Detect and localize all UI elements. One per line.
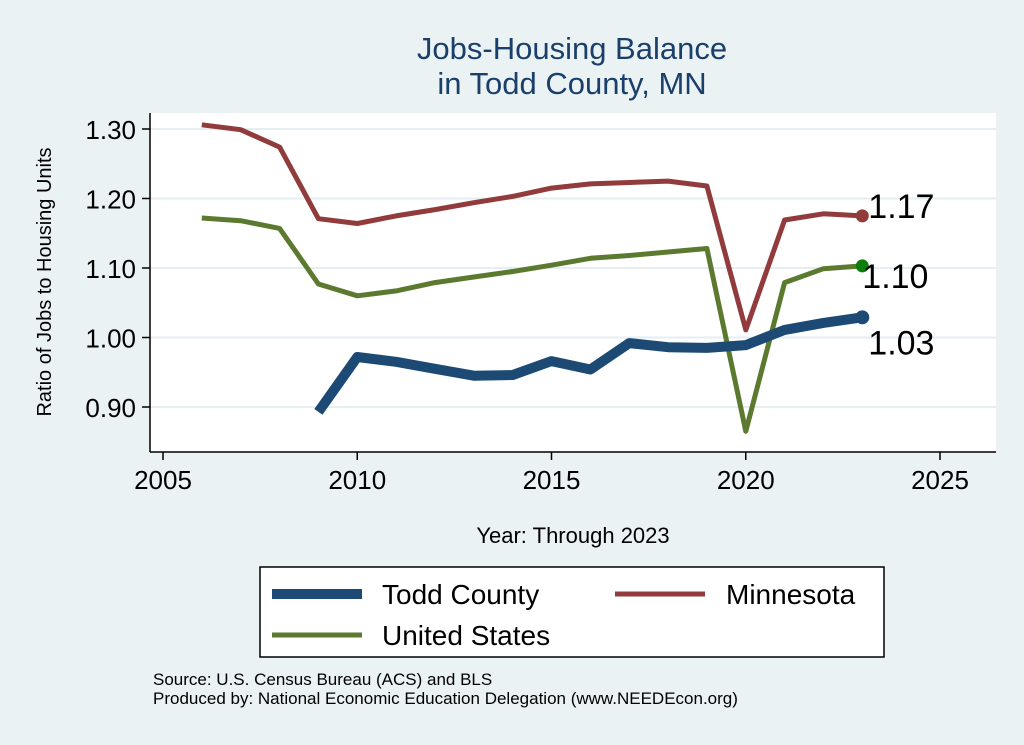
x-tick-label: 2005 <box>134 465 192 495</box>
y-axis-label: Ratio of Jobs to Housing Units <box>34 147 56 416</box>
series-end-label-minnesota: 1.17 <box>868 188 934 226</box>
series-end-marker-minnesota <box>855 209 869 223</box>
source-note: Source: U.S. Census Bureau (ACS) and BLS <box>153 670 493 689</box>
legend-label-todd: Todd County <box>382 579 539 610</box>
legend-label-us: United States <box>382 620 550 651</box>
chart-subtitle: in Todd County, MN <box>437 66 706 101</box>
y-tick-label: 0.90 <box>85 393 136 423</box>
series-lines <box>201 122 870 434</box>
series-end-label-todd-county: 1.03 <box>868 324 934 362</box>
legend-box <box>259 566 885 658</box>
end-labels: 1.10 1.17 1.03 <box>862 188 934 362</box>
x-tick-label: 2020 <box>717 465 775 495</box>
y-tick-label: 1.30 <box>85 115 136 145</box>
x-tick-label: 2015 <box>523 465 581 495</box>
x-tick-label: 2025 <box>911 465 969 495</box>
axes: 0.90 1.00 1.10 1.20 1.30 2005 2010 2015 2020 2025 <box>85 113 996 495</box>
y-tick-label: 1.20 <box>85 185 136 215</box>
series-line-minnesota <box>201 122 863 333</box>
legend: Todd County Minnesota United States <box>259 566 885 658</box>
series-line-united-states <box>201 215 863 434</box>
y-tick-label: 1.10 <box>85 254 136 284</box>
series-end-label-united-states: 1.10 <box>862 258 928 296</box>
series-end-marker-todd-county <box>855 310 870 325</box>
producer-note: Produced by: National Economic Education… <box>153 689 738 708</box>
x-axis-label: Year: Through 2023 <box>476 523 669 548</box>
x-tick-label: 2010 <box>328 465 386 495</box>
chart-title: Jobs-Housing Balance <box>417 31 727 66</box>
series-line-todd-county <box>314 312 864 415</box>
legend-label-minnesota: Minnesota <box>726 579 856 610</box>
series-end-marker-united-states <box>855 259 869 273</box>
y-tick-label: 1.00 <box>85 324 136 354</box>
